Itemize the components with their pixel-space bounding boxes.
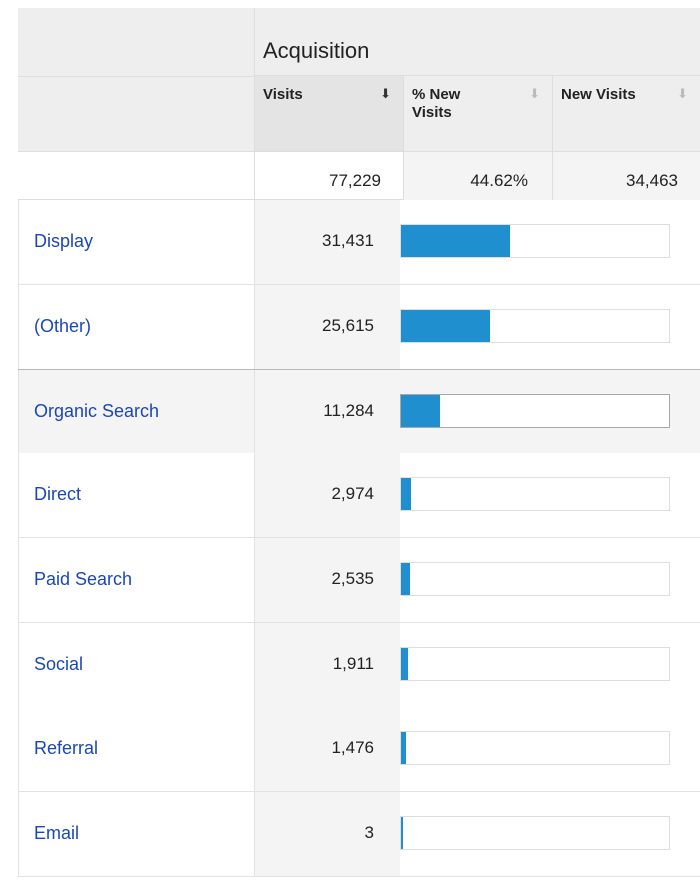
- row-left-border: [18, 792, 19, 876]
- visits-share-bar-fill: [401, 310, 490, 342]
- visits-value: 3: [364, 823, 374, 842]
- table-row: Display 31,431: [18, 200, 700, 285]
- total-pct-new-visits: 44.62%: [403, 152, 552, 200]
- row-left-border: [18, 538, 19, 622]
- row-left-border: [18, 285, 19, 369]
- visits-cell: 2,974: [254, 453, 400, 537]
- row-left-border: [18, 623, 19, 707]
- visits-share-bar: [400, 309, 670, 343]
- column-header-pct-new-visits[interactable]: % New Visits ⬇: [403, 76, 552, 151]
- column-label-pct-new-visits: % New Visits: [412, 86, 461, 121]
- visits-value: 1,476: [331, 738, 374, 757]
- group-title: Acquisition: [263, 38, 370, 63]
- visits-cell: 1,476: [254, 707, 400, 791]
- visits-cell: 2,535: [254, 538, 400, 622]
- visits-share-bar-fill: [401, 395, 440, 427]
- visits-value: 1,911: [332, 654, 374, 673]
- channel-link[interactable]: (Other): [34, 316, 92, 336]
- channel-link[interactable]: Paid Search: [34, 569, 133, 589]
- table-row: (Other) 25,615: [18, 285, 700, 370]
- table-row: Paid Search 2,535: [18, 538, 700, 623]
- visits-value: 2,974: [331, 484, 374, 503]
- visits-share-bar-fill: [401, 563, 410, 595]
- arrow-down-icon: ⬇: [380, 86, 391, 101]
- visits-share-bar-fill: [401, 648, 408, 680]
- acquisition-group-header: Acquisition: [254, 8, 700, 76]
- visits-share-bar-fill: [401, 478, 411, 510]
- visits-cell: 11,284: [254, 370, 400, 453]
- visits-share-bar: [400, 816, 670, 850]
- total-new-visits: 34,463: [552, 152, 700, 200]
- visits-cell: 3: [254, 792, 400, 876]
- column-header-visits[interactable]: Visits ⬇: [254, 76, 403, 151]
- channel-link[interactable]: Email: [34, 823, 80, 843]
- visits-cell: 25,615: [254, 285, 400, 369]
- header-blank-cell: [18, 8, 254, 151]
- channel-link[interactable]: Display: [34, 231, 94, 251]
- visits-share-bar: [400, 224, 670, 258]
- arrow-down-icon: ⬇: [529, 86, 540, 101]
- column-label-new-visits: New Visits: [561, 86, 636, 103]
- visits-share-bar-fill: [401, 817, 403, 849]
- visits-value: 25,615: [322, 316, 374, 335]
- channel-link[interactable]: Social: [34, 654, 84, 674]
- row-left-border: [18, 707, 19, 791]
- visits-share-bar-fill: [401, 732, 406, 764]
- visits-share-bar: [400, 394, 670, 428]
- visits-cell: 31,431: [254, 200, 400, 284]
- table-row: Direct 2,974: [18, 453, 700, 538]
- visits-share-bar: [400, 647, 670, 681]
- table-row: Email 3: [18, 792, 700, 877]
- visits-value: 11,284: [323, 401, 374, 420]
- column-label-visits: Visits: [263, 86, 303, 103]
- table-row: Social 1,911: [18, 623, 700, 708]
- row-left-border: [18, 200, 19, 284]
- visits-share-bar-fill: [401, 225, 510, 257]
- visits-share-bar: [400, 477, 670, 511]
- visits-share-bar: [400, 731, 670, 765]
- totals-row: 77,229 44.62% 34,463: [18, 151, 700, 200]
- header-divider: [18, 76, 254, 77]
- table-row: Referral 1,476: [18, 707, 700, 792]
- channel-link[interactable]: Referral: [34, 738, 99, 758]
- visits-share-bar: [400, 562, 670, 596]
- visits-value: 31,431: [322, 231, 374, 250]
- visits-cell: 1,911: [254, 623, 400, 707]
- column-header-new-visits[interactable]: New Visits ⬇: [552, 76, 700, 151]
- channel-link[interactable]: Organic Search: [34, 401, 160, 421]
- row-left-border: [18, 370, 19, 453]
- row-left-border: [18, 453, 19, 537]
- channel-link[interactable]: Direct: [34, 484, 82, 504]
- total-visits: 77,229: [254, 152, 403, 200]
- visits-value: 2,535: [331, 569, 374, 588]
- table-row: Organic Search 11,284: [18, 369, 700, 454]
- arrow-down-icon: ⬇: [677, 86, 688, 101]
